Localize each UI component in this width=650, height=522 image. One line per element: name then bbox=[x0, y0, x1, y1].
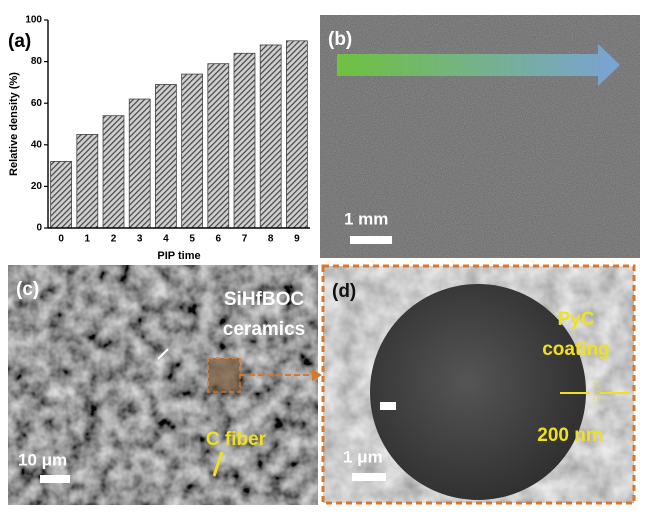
annotation: C fiber bbox=[206, 429, 267, 450]
annotation: SiHfBOC bbox=[224, 289, 305, 310]
panel-b: (b) 1 mm bbox=[320, 15, 640, 258]
bar bbox=[207, 63, 230, 229]
annotation: PyC bbox=[558, 309, 595, 330]
x-tick-label: 4 bbox=[163, 234, 169, 245]
bar bbox=[259, 44, 282, 229]
scale-bar bbox=[40, 475, 70, 483]
panel-label: (d) bbox=[332, 281, 356, 302]
frame bbox=[321, 264, 636, 505]
annotation: ceramics bbox=[223, 319, 305, 340]
x-tick-label: 7 bbox=[242, 234, 248, 245]
bar bbox=[233, 52, 256, 229]
x-tick-label: 9 bbox=[294, 234, 300, 245]
x-tick-label: 6 bbox=[216, 234, 222, 245]
annotation: 200 nm bbox=[537, 425, 602, 446]
scale-text: 1 mm bbox=[344, 209, 388, 228]
debris bbox=[380, 402, 396, 410]
bar bbox=[181, 73, 203, 229]
pointer-arrow bbox=[212, 451, 224, 477]
x-tick-label: 1 bbox=[85, 234, 91, 245]
y-tick-label: 80 bbox=[31, 56, 43, 67]
x-tick-label: 5 bbox=[189, 234, 195, 245]
panel-label: (b) bbox=[328, 29, 352, 50]
x-axis-label: PIP time bbox=[157, 250, 200, 262]
zoom-box bbox=[207, 357, 241, 393]
scale-bar bbox=[350, 236, 392, 244]
sem-texture bbox=[8, 265, 318, 505]
panel-label: (a) bbox=[8, 31, 31, 52]
x-tick-label: 0 bbox=[58, 234, 64, 245]
x-tick-label: 2 bbox=[111, 234, 117, 245]
scale-text: 10 μm bbox=[18, 450, 67, 469]
y-axis-label: Relative density (%) bbox=[8, 72, 20, 176]
panel-label: (c) bbox=[16, 279, 39, 300]
bar bbox=[128, 98, 151, 229]
y-tick-label: 20 bbox=[31, 181, 43, 192]
pointer-arrow bbox=[157, 348, 169, 360]
zoom-arrowhead bbox=[312, 369, 322, 381]
x-tick-label: 3 bbox=[137, 234, 143, 245]
scale-text: 1 μm bbox=[343, 447, 383, 466]
fiber-cross-section bbox=[370, 284, 586, 500]
bar bbox=[50, 161, 72, 229]
bar bbox=[286, 40, 308, 229]
scale-bar bbox=[352, 473, 386, 481]
bar bbox=[76, 133, 99, 229]
panel-c: (c) SiHfBOC ceramics C fiber 10 μm bbox=[8, 265, 322, 505]
y-tick-label: 40 bbox=[31, 139, 43, 150]
x-tick-label: 8 bbox=[268, 234, 274, 245]
y-tick-label: 60 bbox=[31, 98, 43, 109]
bar bbox=[102, 115, 125, 229]
panel-d: (d) PyC coating 200 nm 1 μm bbox=[321, 264, 636, 505]
annotation: coating bbox=[542, 339, 610, 360]
direction-arrow bbox=[337, 44, 620, 86]
y-tick-label: 100 bbox=[25, 15, 42, 26]
y-tick-label: 0 bbox=[36, 223, 42, 234]
bar bbox=[155, 84, 177, 229]
